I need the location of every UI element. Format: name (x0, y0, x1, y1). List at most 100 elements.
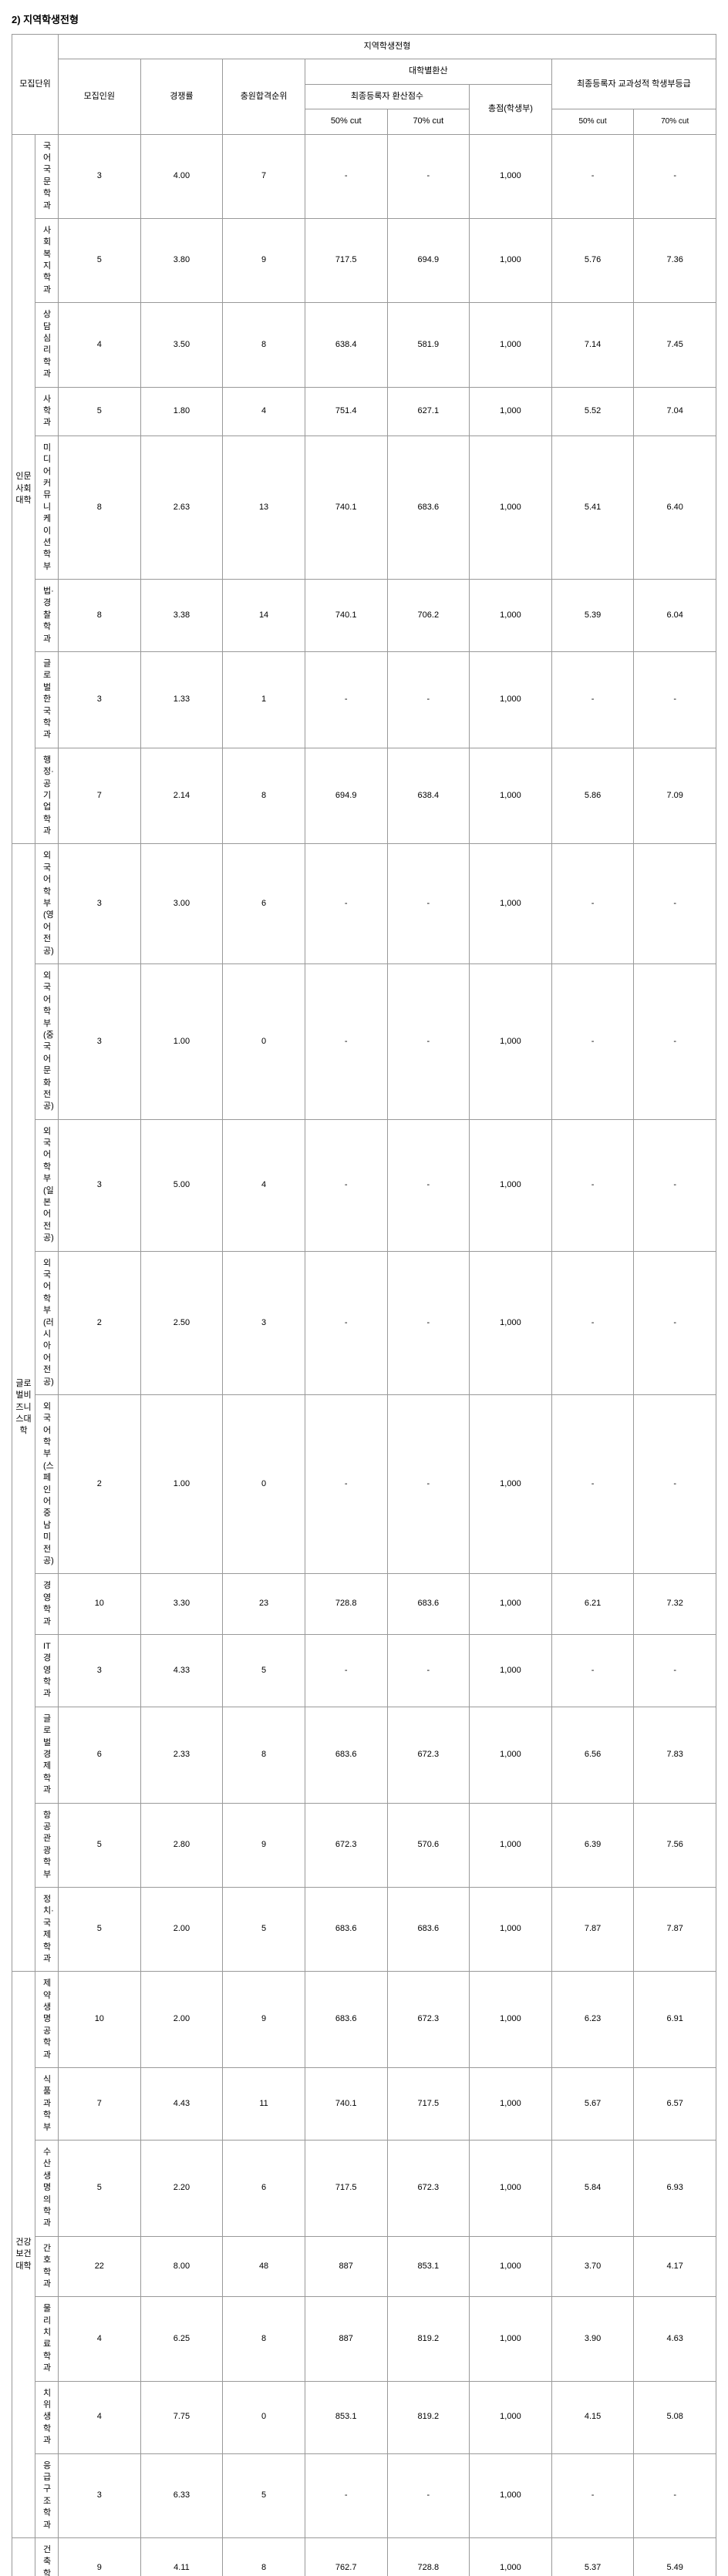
data-cell: 14 (223, 580, 305, 652)
data-cell: 1,000 (470, 748, 552, 844)
data-cell: - (305, 652, 387, 748)
data-cell: 3 (59, 134, 141, 218)
data-cell: 6.93 (634, 2140, 716, 2236)
data-cell: 7.87 (634, 1887, 716, 1971)
data-cell: 5.84 (551, 2140, 634, 2236)
data-cell: 1 (223, 652, 305, 748)
college-cell: 인문사회대학 (12, 134, 35, 844)
data-cell: - (387, 964, 470, 1120)
data-cell: - (551, 1394, 634, 1573)
data-cell: 9 (59, 2537, 141, 2576)
data-cell: 7.45 (634, 303, 716, 387)
data-cell: 683.6 (387, 1887, 470, 1971)
dept-cell: 정치·국제학과 (35, 1887, 59, 1971)
dept-cell: 항공관광학부 (35, 1803, 59, 1887)
dept-cell: 건축학부 (35, 2537, 59, 2576)
data-cell: 3 (59, 2453, 141, 2537)
data-cell: - (551, 1119, 634, 1251)
data-cell: 5.52 (551, 387, 634, 435)
data-cell: 2 (59, 1394, 141, 1573)
data-cell: 1,000 (470, 435, 552, 579)
data-cell: 6.40 (634, 435, 716, 579)
data-cell: 1,000 (470, 2381, 552, 2453)
dept-cell: 물리치료학과 (35, 2297, 59, 2381)
data-cell: 2.20 (140, 2140, 223, 2236)
data-cell: 717.5 (305, 2140, 387, 2236)
table-row: 글로벌비즈니스대학외국어학부(영어전공)33.006--1,000-- (12, 844, 716, 964)
table-row: 외국어학부(러시아어전공)22.503--1,000-- (12, 1251, 716, 1394)
data-cell: 683.6 (387, 435, 470, 579)
dept-cell: 제약생명공학과 (35, 1972, 59, 2068)
table-row: 간호학과228.0048887853.11,0003.704.17 (12, 2236, 716, 2297)
data-cell: 6.23 (551, 1972, 634, 2068)
data-cell: 2.33 (140, 1707, 223, 1803)
data-cell: 2.50 (140, 1251, 223, 1394)
data-cell: 6.04 (634, 580, 716, 652)
dept-cell: 사학과 (35, 387, 59, 435)
dept-cell: 외국어학부(영어전공) (35, 844, 59, 964)
data-cell: 1,000 (470, 1803, 552, 1887)
dept-cell: 행정·공기업학과 (35, 748, 59, 844)
data-cell: 3.80 (140, 218, 223, 302)
header-score-label: 최종등록자 환산점수 (305, 84, 469, 109)
data-cell: 7.14 (551, 303, 634, 387)
data-cell: 717.5 (305, 218, 387, 302)
table-row: 글로벌한국학과31.331--1,000-- (12, 652, 716, 748)
data-cell: - (305, 1634, 387, 1707)
data-cell: - (634, 2453, 716, 2537)
data-cell: 1,000 (470, 1887, 552, 1971)
page-title: 2) 지역학생전형 (12, 12, 716, 26)
data-cell: 8.00 (140, 2236, 223, 2297)
data-cell: 5 (223, 2453, 305, 2537)
data-cell: 2.80 (140, 1803, 223, 1887)
header-g50: 50% cut (551, 109, 634, 134)
header-quota: 모집인원 (59, 59, 141, 134)
dept-cell: 법·경찰학과 (35, 580, 59, 652)
data-cell: 887 (305, 2236, 387, 2297)
data-cell: 570.6 (387, 1803, 470, 1887)
data-cell: 10 (59, 1574, 141, 1635)
table-row: 공과대학건축학부94.118762.7728.81,0005.375.49 (12, 2537, 716, 2576)
data-cell: - (634, 1251, 716, 1394)
data-cell: 5 (59, 2140, 141, 2236)
data-cell: 4.17 (634, 2236, 716, 2297)
table-row: 외국어학부(스페인어중남미전공)21.000--1,000-- (12, 1394, 716, 1573)
data-cell: 819.2 (387, 2297, 470, 2381)
data-cell: - (387, 1634, 470, 1707)
data-cell: 762.7 (305, 2537, 387, 2576)
table-row: 항공관광학부52.809672.3570.61,0006.397.56 (12, 1803, 716, 1887)
dept-cell: 외국어학부(중국어문화전공) (35, 964, 59, 1120)
data-cell: 740.1 (305, 435, 387, 579)
data-cell: 7 (223, 134, 305, 218)
data-cell: 1,000 (470, 2068, 552, 2141)
data-cell: 5.49 (634, 2537, 716, 2576)
data-cell: 7.36 (634, 218, 716, 302)
data-cell: 7.83 (634, 1707, 716, 1803)
data-cell: 5 (59, 387, 141, 435)
data-cell: 4.33 (140, 1634, 223, 1707)
dept-cell: 글로벌경제학과 (35, 1707, 59, 1803)
table-row: 물리치료학과46.258887819.21,0003.904.63 (12, 2297, 716, 2381)
data-cell: 4 (59, 303, 141, 387)
data-cell: 22 (59, 2236, 141, 2297)
data-cell: 2.63 (140, 435, 223, 579)
data-cell: 10 (59, 1972, 141, 2068)
data-cell: 3 (59, 1634, 141, 1707)
data-cell: 1,000 (470, 652, 552, 748)
data-cell: - (634, 964, 716, 1120)
data-cell: 683.6 (305, 1972, 387, 2068)
data-cell: 4.00 (140, 134, 223, 218)
data-cell: 3.30 (140, 1574, 223, 1635)
dept-cell: 사회복지학과 (35, 218, 59, 302)
dept-cell: 상담심리학과 (35, 303, 59, 387)
data-cell: 11 (223, 2068, 305, 2141)
data-cell: 1,000 (470, 580, 552, 652)
data-cell: 3 (59, 964, 141, 1120)
data-cell: 1,000 (470, 1634, 552, 1707)
data-cell: 2 (59, 1251, 141, 1394)
data-cell: 2.00 (140, 1972, 223, 2068)
data-cell: 4 (59, 2297, 141, 2381)
data-cell: 5.67 (551, 2068, 634, 2141)
data-cell: - (551, 1634, 634, 1707)
data-cell: 1,000 (470, 218, 552, 302)
